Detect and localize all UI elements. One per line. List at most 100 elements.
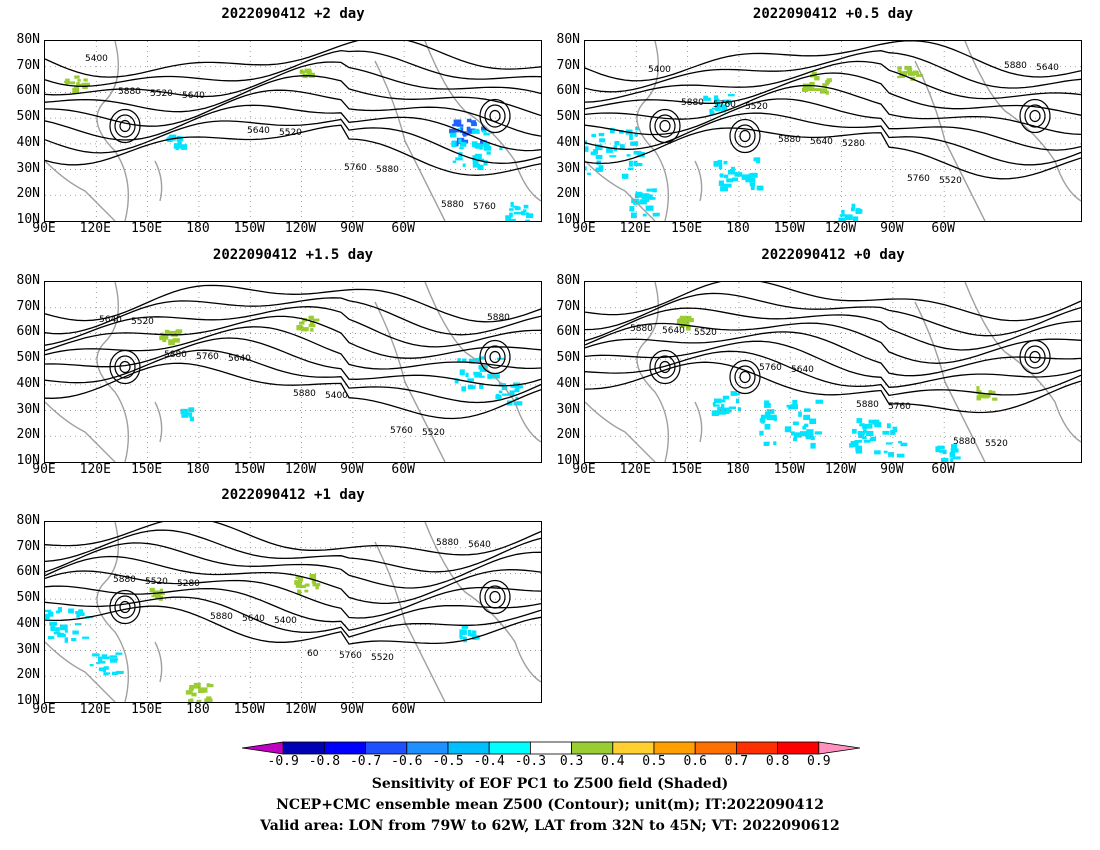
contour-label: 5520 [985, 439, 1008, 449]
sensitivity-shading [470, 633, 477, 637]
sensitivity-shading [800, 431, 808, 437]
map-svg: 5520 5640 5400 5520 5640 5760 5880 5760 5880 5880 [45, 282, 541, 462]
contour-label: 5280 [177, 579, 200, 589]
contour-label: 5640 [242, 614, 265, 624]
z500-contour [45, 61, 541, 98]
sensitivity-shading [679, 323, 685, 328]
sensitivity-shading [870, 436, 877, 441]
lat-tick-label: 40N [556, 375, 580, 391]
sensitivity-shading [159, 588, 163, 594]
closed-contour [489, 590, 501, 604]
sensitivity-shading [732, 177, 738, 182]
contour-label: 5760 [344, 163, 367, 173]
coastline [45, 160, 116, 221]
sensitivity-shading [309, 574, 317, 580]
sensitivity-shading [587, 172, 591, 175]
sensitivity-shading [640, 193, 648, 197]
sensitivity-shading [303, 327, 309, 331]
sensitivity-shading [514, 388, 520, 393]
colorbar-tick-label: 0.6 [683, 754, 707, 769]
sensitivity-shading [92, 653, 100, 657]
coastline [694, 401, 703, 443]
caption-line-2: NCEP+CMC ensemble mean Z500 (Contour); u… [276, 797, 824, 813]
lat-tick-label: 60N [556, 83, 580, 99]
sensitivity-shading [73, 86, 80, 90]
sensitivity-shading [96, 662, 100, 665]
sensitivity-shading [976, 386, 980, 392]
sensitivity-shading [820, 88, 828, 94]
contour-label: 5520 [422, 428, 445, 438]
sensitivity-shading [804, 423, 809, 427]
sensitivity-shading [461, 626, 469, 629]
sensitivity-shading [635, 127, 639, 131]
sensitivity-shading [299, 321, 305, 325]
coastline [585, 160, 656, 221]
coastline [964, 282, 1081, 443]
sensitivity-shading [585, 146, 589, 152]
sensitivity-shading [897, 75, 901, 79]
sensitivity-shading [109, 655, 118, 658]
sensitivity-shading [725, 409, 732, 413]
sensitivity-shading [645, 205, 654, 211]
contour-label: 5640 [182, 91, 205, 101]
sensitivity-shading [471, 141, 478, 147]
sensitivity-shading [489, 373, 496, 379]
sensitivity-shading [784, 426, 792, 433]
sensitivity-shading [798, 411, 802, 417]
sensitivity-shading [159, 591, 165, 595]
lat-tick-label: 60N [16, 324, 40, 340]
sensitivity-shading [734, 172, 743, 177]
sensitivity-shading [64, 637, 68, 643]
map-svg: 5400 5520 5280 5520 5640 5760 5640 5760 5880 5880… [585, 41, 1081, 221]
z500-contour [585, 292, 1081, 337]
contour-label: 5640 [247, 126, 270, 136]
coastline [374, 541, 446, 702]
lat-tick-label: 10N [556, 212, 580, 227]
sensitivity-shading [471, 385, 476, 389]
sensitivity-shading [48, 611, 54, 617]
sensitivity-shading [790, 404, 798, 410]
lon-tick-label: 90E [572, 221, 596, 236]
sensitivity-shading [452, 160, 457, 163]
sensitivity-shading [678, 317, 684, 321]
coastline [374, 301, 446, 462]
closed-contour [729, 359, 761, 395]
sensitivity-shading [471, 630, 477, 634]
lat-tick-label: 80N [556, 32, 580, 47]
contour-label: 5760 [390, 426, 413, 436]
sensitivity-shading [78, 609, 83, 614]
sensitivity-shading [892, 426, 898, 433]
sensitivity-shading [804, 408, 811, 412]
contour-label: 5880 [376, 165, 399, 175]
closed-contour [659, 119, 671, 133]
colorbar-swatch [324, 741, 367, 755]
sensitivity-shading [720, 186, 728, 192]
sensitivity-shading [951, 444, 958, 450]
z500-contour [585, 41, 1081, 82]
contour-label: 5760 [907, 174, 930, 184]
contour-label: 5520 [371, 653, 394, 663]
sensitivity-shading [722, 99, 731, 103]
contour-label: 5880 [436, 538, 459, 548]
lon-tick-label: 120E [619, 221, 651, 236]
panel-plus-1-day: 2022090412 +1 day 5280 5400 5520 5640 5520 56… [0, 481, 550, 721]
contour-label: 5640 [662, 326, 685, 336]
closed-contour [114, 355, 136, 379]
sensitivity-shading [466, 118, 472, 123]
sensitivity-shading [459, 369, 465, 376]
contour-label: 5880 [441, 200, 464, 210]
contour-label: 5880 [681, 98, 704, 108]
coastline [424, 41, 541, 202]
sensitivity-shading [814, 76, 820, 81]
caption-line-1: Sensitivity of EOF PC1 to Z500 field (Sh… [371, 776, 729, 792]
contour-label: 60 [307, 649, 319, 659]
sensitivity-shading [206, 683, 211, 686]
sensitivity-shading [512, 205, 518, 208]
closed-contour [739, 370, 751, 384]
sensitivity-shading [883, 450, 888, 454]
colorbar-tick-label: -0.6 [391, 754, 423, 769]
coastline [374, 60, 446, 221]
sensitivity-shading [188, 687, 193, 691]
sensitivity-shading [155, 595, 159, 600]
sensitivity-shading [452, 123, 458, 127]
